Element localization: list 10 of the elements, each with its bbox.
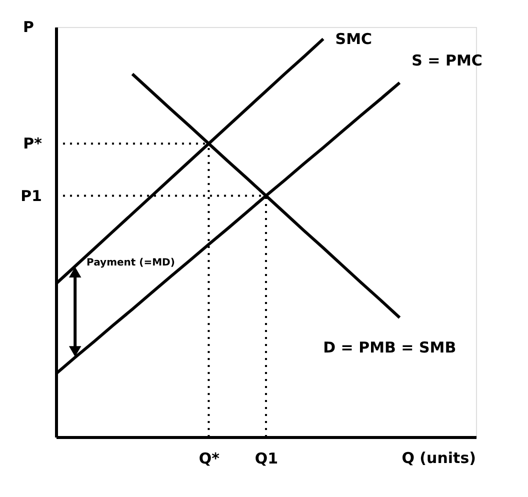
ref-line-label: P1 bbox=[20, 186, 42, 205]
x-axis-title: Q (units) bbox=[402, 449, 476, 467]
series-label: S = PMC bbox=[412, 52, 482, 70]
series-label: SMC bbox=[335, 30, 372, 48]
y-axis-title: P bbox=[23, 18, 34, 36]
annotation: Payment (=MD) bbox=[86, 258, 175, 269]
x-tick-label: Q* bbox=[198, 450, 220, 468]
x-tick-label: Q1 bbox=[254, 450, 278, 468]
text: D = PMB = SMB bbox=[323, 338, 456, 357]
ref-line-label: P* bbox=[23, 134, 42, 153]
